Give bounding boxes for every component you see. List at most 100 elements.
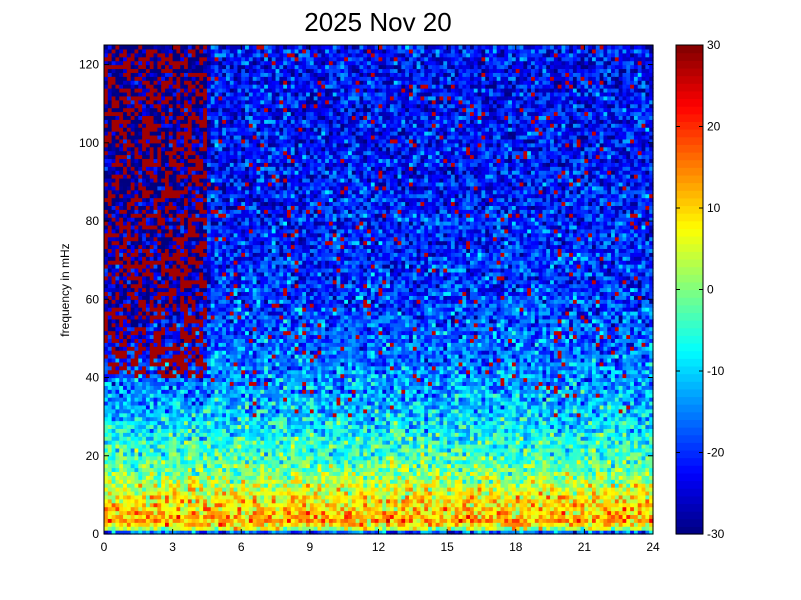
heatmap-cell: [123, 76, 127, 81]
heatmap-cell: [169, 162, 173, 167]
heatmap-cell: [157, 186, 161, 191]
heatmap-cell: [165, 100, 169, 105]
heatmap-cell: [115, 260, 119, 265]
heatmap-cell: [188, 295, 192, 300]
heatmap-cell: [173, 158, 177, 163]
heatmap-cell: [207, 311, 211, 316]
heatmap-cell: [173, 143, 177, 148]
heatmap-cell: [131, 358, 135, 363]
heatmap-cell: [234, 468, 238, 473]
heatmap-cell: [215, 417, 219, 422]
heatmap-cell: [188, 131, 192, 136]
heatmap-cell: [215, 127, 219, 132]
heatmap-cell: [123, 96, 127, 101]
heatmap-cell: [108, 389, 112, 394]
heatmap-cell: [245, 182, 249, 187]
heatmap-cell: [188, 327, 192, 332]
heatmap-cell: [135, 319, 139, 324]
heatmap-cell: [150, 201, 154, 206]
heatmap-cell: [131, 483, 135, 488]
heatmap-cell: [211, 115, 215, 120]
heatmap-cell: [119, 225, 123, 230]
heatmap-cell: [154, 53, 158, 58]
heatmap-cell: [237, 295, 241, 300]
heatmap-cell: [180, 49, 184, 54]
heatmap-cell: [253, 158, 257, 163]
heatmap-cell: [104, 288, 108, 293]
heatmap-cell: [176, 260, 180, 265]
heatmap-cell: [234, 155, 238, 160]
heatmap-cell: [135, 84, 139, 89]
heatmap-cell: [135, 252, 139, 257]
heatmap-cell: [123, 186, 127, 191]
heatmap-cell: [138, 229, 142, 234]
heatmap-cell: [203, 460, 207, 465]
heatmap-cell: [176, 155, 180, 160]
heatmap-cell: [131, 143, 135, 148]
heatmap-cell: [230, 194, 234, 199]
heatmap-cell: [241, 460, 245, 465]
heatmap-cell: [192, 139, 196, 144]
heatmap-cell: [135, 100, 139, 105]
heatmap-cell: [127, 88, 131, 93]
heatmap-cell: [237, 378, 241, 383]
heatmap-cell: [176, 264, 180, 269]
heatmap-cell: [161, 499, 165, 504]
heatmap-cell: [211, 288, 215, 293]
heatmap-cell: [119, 68, 123, 73]
heatmap-cell: [142, 468, 146, 473]
spectrogram-heatmap: [104, 45, 654, 535]
heatmap-cell: [203, 147, 207, 152]
heatmap-cell: [173, 115, 177, 120]
heatmap-cell: [207, 334, 211, 339]
heatmap-cell: [115, 358, 119, 363]
heatmap-cell: [249, 119, 253, 124]
heatmap-cell: [253, 452, 257, 457]
heatmap-cell: [104, 198, 108, 203]
heatmap-cell: [135, 72, 139, 77]
heatmap-cell: [226, 131, 230, 136]
heatmap-cell: [150, 237, 154, 242]
heatmap-cell: [157, 432, 161, 437]
heatmap-cell: [188, 45, 192, 50]
heatmap-cell: [127, 158, 131, 163]
heatmap-cell: [157, 213, 161, 218]
heatmap-cell: [154, 456, 158, 461]
heatmap-cell: [161, 405, 165, 410]
heatmap-cell: [249, 252, 253, 257]
heatmap-cell: [222, 354, 226, 359]
heatmap-cell: [245, 507, 249, 512]
heatmap-cell: [142, 381, 146, 386]
heatmap-cell: [192, 112, 196, 117]
heatmap-cell: [127, 280, 131, 285]
heatmap-cell: [211, 190, 215, 195]
heatmap-cell: [199, 464, 203, 469]
heatmap-cell: [169, 299, 173, 304]
heatmap-cell: [245, 511, 249, 516]
heatmap-cell: [108, 131, 112, 136]
heatmap-cell: [184, 366, 188, 371]
heatmap-cell: [237, 334, 241, 339]
heatmap-cell: [173, 428, 177, 433]
heatmap-cell: [184, 342, 188, 347]
heatmap-cell: [108, 147, 112, 152]
heatmap-cell: [188, 92, 192, 97]
heatmap-cell: [230, 131, 234, 136]
heatmap-cell: [180, 241, 184, 246]
heatmap-cell: [165, 503, 169, 508]
heatmap-cell: [115, 503, 119, 508]
heatmap-cell: [108, 334, 112, 339]
heatmap-cell: [237, 178, 241, 183]
heatmap-cell: [234, 135, 238, 140]
heatmap-cell: [199, 514, 203, 519]
heatmap-cell: [173, 331, 177, 336]
heatmap-cell: [207, 221, 211, 226]
heatmap-cell: [161, 483, 165, 488]
heatmap-cell: [127, 205, 131, 210]
heatmap-cell: [176, 499, 180, 504]
heatmap-cell: [108, 428, 112, 433]
heatmap-cell: [176, 104, 180, 109]
heatmap-cell: [218, 315, 222, 320]
heatmap-cell: [188, 291, 192, 296]
heatmap-cell: [127, 147, 131, 152]
